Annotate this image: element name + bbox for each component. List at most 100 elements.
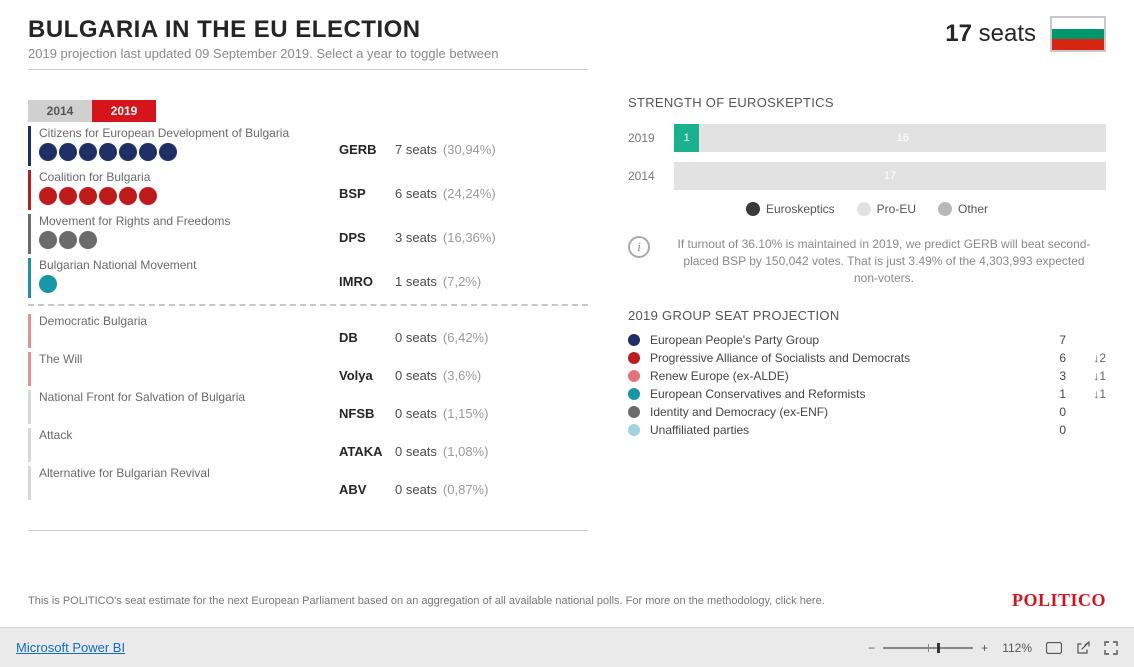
party-pct: (16,36%) (443, 230, 496, 245)
status-bar: Microsoft Power BI − + 112% (0, 627, 1134, 667)
party-seats: 3 seats (395, 230, 437, 245)
fit-to-page-icon[interactable] (1046, 642, 1062, 654)
party-name: Alternative for Bulgarian Revival (39, 466, 339, 480)
party-accent-bar (28, 126, 31, 166)
projection-name: Progressive Alliance of Socialists and D… (650, 351, 1042, 365)
party-row: Coalition for BulgariaBSP6 seats(24,24%) (28, 166, 588, 210)
party-code: DB (339, 330, 389, 345)
seat-dot (79, 187, 97, 205)
projection-row: European Conservatives and Reformists1↓1 (628, 385, 1106, 403)
fullscreen-icon[interactable] (1104, 641, 1118, 655)
zoom-minus-icon[interactable]: − (868, 641, 875, 655)
header: BULGARIA IN THE EU ELECTION 2019 project… (28, 16, 1106, 61)
skeptics-segment: 17 (674, 162, 1106, 190)
party-seats: 0 seats (395, 482, 437, 497)
seat-count: 17 seats (945, 20, 1036, 48)
party-row: Bulgarian National MovementIMRO1 seats(7… (28, 254, 588, 298)
skeptics-bar: 17 (674, 162, 1106, 190)
seat-dot (119, 187, 137, 205)
projection-title: 2019 GROUP SEAT PROJECTION (628, 308, 1106, 323)
party-name: Attack (39, 428, 339, 442)
party-pct: (0,87%) (443, 482, 489, 497)
seat-dot (99, 143, 117, 161)
party-row: Citizens for European Development of Bul… (28, 122, 588, 166)
info-text: If turnout of 36.10% is maintained in 20… (662, 236, 1106, 286)
legend-dot (938, 202, 952, 216)
legend-label: Pro-EU (877, 202, 916, 216)
party-accent-bar (28, 466, 31, 500)
projection-dot (628, 334, 640, 346)
projection-row: Renew Europe (ex-ALDE)3↓1 (628, 367, 1106, 385)
legend-label: Euroskeptics (766, 202, 835, 216)
projection-count: 1 (1042, 387, 1066, 401)
seat-dot (139, 143, 157, 161)
projection-count: 0 (1042, 405, 1066, 419)
seat-dots (39, 231, 339, 249)
footer-note[interactable]: This is POLITICO's seat estimate for the… (28, 595, 825, 607)
party-seats: 0 seats (395, 406, 437, 421)
seat-dot (59, 187, 77, 205)
party-code: BSP (339, 186, 389, 201)
info-icon: i (628, 236, 650, 258)
party-name: Coalition for Bulgaria (39, 170, 339, 184)
party-code: ABV (339, 482, 389, 497)
tab-2019[interactable]: 2019 (92, 100, 156, 122)
skeptics-bar: 116 (674, 124, 1106, 152)
seat-dots (39, 143, 339, 161)
share-icon[interactable] (1076, 641, 1090, 655)
party-pct: (7,2%) (443, 274, 481, 289)
zoom-plus-icon[interactable]: + (981, 641, 988, 655)
page-title: BULGARIA IN THE EU ELECTION (28, 16, 499, 44)
seat-dot (39, 187, 57, 205)
projection-delta: ↓2 (1066, 351, 1106, 365)
projection-count: 7 (1042, 333, 1066, 347)
seat-count-number: 17 (945, 20, 972, 47)
legend-item: Euroskeptics (746, 202, 835, 216)
powerbi-link[interactable]: Microsoft Power BI (16, 640, 125, 655)
seat-count-label: seats (979, 20, 1036, 47)
projection-delta: ↓1 (1066, 387, 1106, 401)
legend-item: Pro-EU (857, 202, 916, 216)
party-list-seated: Citizens for European Development of Bul… (28, 122, 588, 298)
projection-name: European Conservatives and Reformists (650, 387, 1042, 401)
info-box: i If turnout of 36.10% is maintained in … (628, 236, 1106, 286)
skeptics-row: 2019116 (628, 124, 1106, 152)
zoom-track[interactable] (883, 647, 973, 649)
party-accent-bar (28, 390, 31, 424)
party-seats: 0 seats (395, 330, 437, 345)
party-accent-bar (28, 258, 31, 298)
party-code: Volya (339, 368, 389, 383)
politico-logo: POLITICO (1012, 590, 1106, 611)
party-name: Democratic Bulgaria (39, 314, 339, 328)
seat-dot (79, 143, 97, 161)
party-pct: (30,94%) (443, 142, 496, 157)
projection-row: Progressive Alliance of Socialists and D… (628, 349, 1106, 367)
party-name: The Will (39, 352, 339, 366)
seat-dot (79, 231, 97, 249)
party-accent-bar (28, 314, 31, 348)
party-accent-bar (28, 170, 31, 210)
party-pct: (6,42%) (443, 330, 489, 345)
seat-dot (119, 143, 137, 161)
party-seats: 1 seats (395, 274, 437, 289)
party-name: National Front for Salvation of Bulgaria (39, 390, 339, 404)
projection-row: European People's Party Group7 (628, 331, 1106, 349)
projection-dot (628, 370, 640, 382)
seat-dot (159, 143, 177, 161)
skeptics-year-label: 2014 (628, 169, 674, 183)
zoom-slider[interactable]: − + (868, 641, 988, 655)
party-list-unseated: Democratic BulgariaDB 0 seats (6,42%) The W… (28, 310, 588, 500)
projection-dot (628, 388, 640, 400)
seat-dots (39, 275, 339, 293)
party-row: National Front for Salvation of Bulgaria… (28, 386, 588, 424)
left-bottom-rule (28, 530, 588, 531)
skeptics-legend: EuroskepticsPro-EUOther (628, 202, 1106, 216)
tab-2014[interactable]: 2014 (28, 100, 92, 122)
party-name: Bulgarian National Movement (39, 258, 339, 272)
zoom-value: 112% (1002, 641, 1032, 655)
projection-dot (628, 352, 640, 364)
party-accent-bar (28, 428, 31, 462)
party-row: The WillVolya0 seats(3,6%) (28, 348, 588, 386)
flag-bulgaria (1050, 16, 1106, 52)
skeptics-segment: 1 (674, 124, 699, 152)
